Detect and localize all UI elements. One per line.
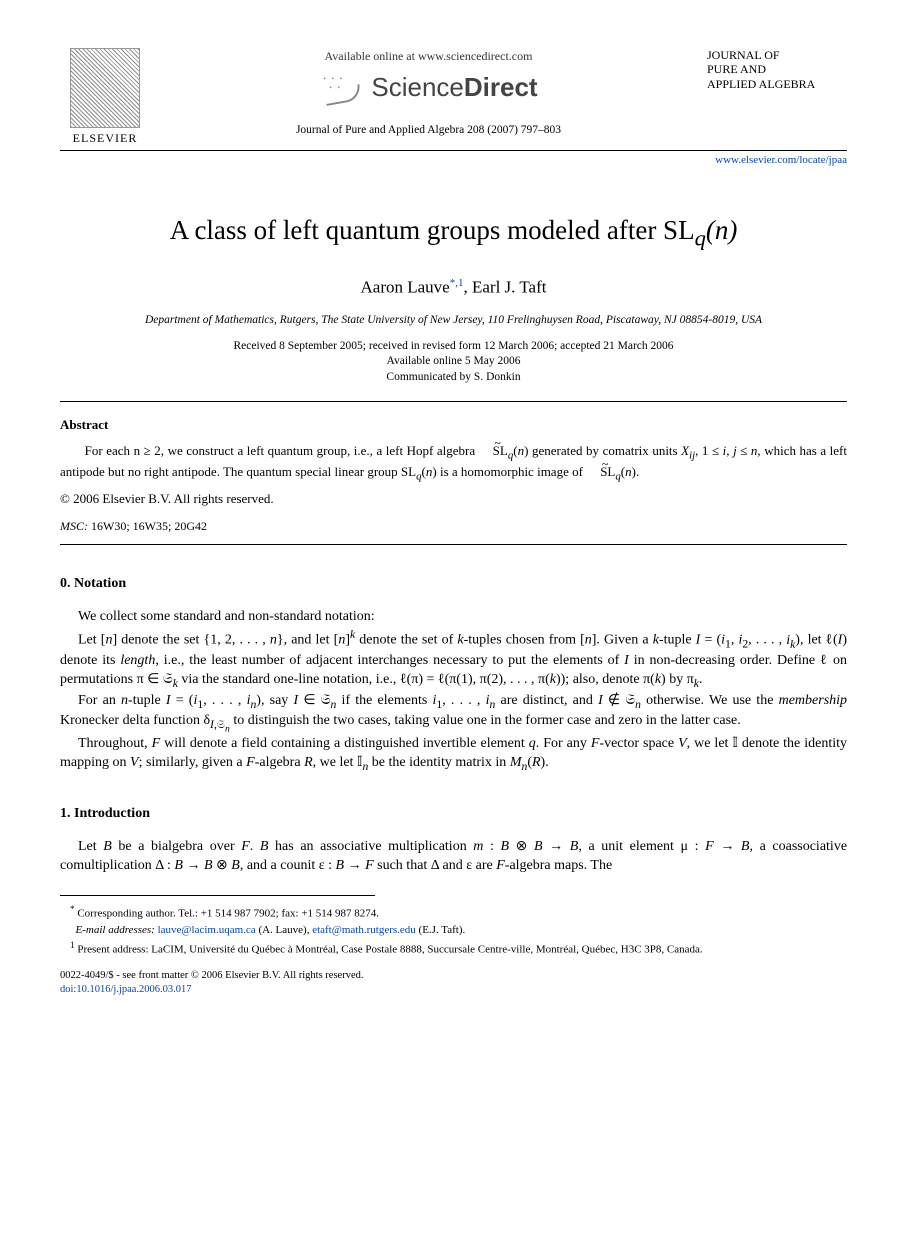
abstract-copyright: © 2006 Elsevier B.V. All rights reserved… <box>60 490 847 508</box>
section-0-heading: 0. Notation <box>60 575 847 594</box>
msc-label: MSC: <box>60 519 88 533</box>
msc-line: MSC: 16W30; 16W35; 20G42 <box>60 518 847 534</box>
publisher-logo-block: ELSEVIER <box>60 48 150 146</box>
abstract-top-rule <box>60 401 847 402</box>
front-matter-line: 0022-4049/$ - see front matter © 2006 El… <box>60 969 847 983</box>
author-1: Aaron Lauve <box>361 277 450 296</box>
journal-reference: Journal of Pure and Applied Algebra 208 … <box>160 123 697 139</box>
doi-line: doi:10.1016/j.jpaa.2006.03.017 <box>60 983 847 997</box>
sciencedirect-swoosh-icon: • • • • • <box>319 73 363 103</box>
email-link-1[interactable]: lauve@lacim.uqam.ca <box>158 924 256 936</box>
journal-name-line: APPLIED ALGEBRA <box>707 77 847 91</box>
journal-name-line: PURE AND <box>707 62 847 76</box>
abstract-heading: Abstract <box>60 416 847 434</box>
email-link-2[interactable]: etaft@math.rutgers.edu <box>312 924 416 936</box>
journal-name-line: JOURNAL OF <box>707 48 847 62</box>
abstract-body: For each n ≥ 2, we construct a left quan… <box>60 442 847 484</box>
locate-link-row: www.elsevier.com/locate/jpaa <box>60 153 847 168</box>
footnotes: * Corresponding author. Tel.: +1 514 987… <box>60 903 847 957</box>
footnote-emails: E-mail addresses: lauve@lacim.uqam.ca (A… <box>60 923 847 938</box>
section-1-body: Let B be a bialgebra over F. B has an as… <box>60 838 847 876</box>
affiliation: Department of Mathematics, Rutgers, The … <box>60 313 847 329</box>
paragraph: For an n-tuple I = (i1, . . . , in), say… <box>60 692 847 736</box>
abstract-bottom-rule <box>60 544 847 545</box>
sciencedirect-wordmark: ScienceDirect <box>371 70 537 105</box>
paragraph: We collect some standard and non-standar… <box>60 608 847 627</box>
sciencedirect-logo: • • • • • ScienceDirect <box>319 70 537 105</box>
dates-communicated: Communicated by S. Donkin <box>60 370 847 386</box>
title-subscript-q: q <box>695 225 706 250</box>
section-0-body: We collect some standard and non-standar… <box>60 608 847 775</box>
journal-title-block: JOURNAL OF PURE AND APPLIED ALGEBRA <box>707 48 847 91</box>
dates-received: Received 8 September 2005; received in r… <box>60 339 847 355</box>
author-corr-mark[interactable]: *,1 <box>450 277 464 289</box>
header-rule <box>60 150 847 151</box>
paragraph: Let [n] denote the set {1, 2, . . . , n}… <box>60 627 847 692</box>
footnote-present-address: 1 Present address: LaCIM, Université du … <box>60 939 847 958</box>
paragraph: Let B be a bialgebra over F. B has an as… <box>60 838 847 876</box>
publisher-name: ELSEVIER <box>60 130 150 146</box>
article-dates: Received 8 September 2005; received in r… <box>60 339 847 386</box>
article-title: A class of left quantum groups modeled a… <box>60 212 847 254</box>
paragraph: Throughout, F will denote a field contai… <box>60 735 847 774</box>
journal-locate-link[interactable]: www.elsevier.com/locate/jpaa <box>715 154 847 166</box>
elsevier-tree-icon <box>70 48 140 128</box>
msc-codes: 16W30; 16W35; 20G42 <box>88 519 207 533</box>
page-header: ELSEVIER Available online at www.science… <box>60 48 847 146</box>
authors-line: Aaron Lauve*,1, Earl J. Taft <box>60 276 847 300</box>
footnote-corresponding: * Corresponding author. Tel.: +1 514 987… <box>60 903 847 922</box>
author-sep: , <box>463 277 472 296</box>
title-arg-n: (n) <box>706 215 737 245</box>
doi-link[interactable]: doi:10.1016/j.jpaa.2006.03.017 <box>60 984 192 995</box>
title-main: A class of left quantum groups modeled a… <box>170 215 695 245</box>
footnote-rule <box>60 895 375 902</box>
author-2: Earl J. Taft <box>472 277 547 296</box>
dates-online: Available online 5 May 2006 <box>60 354 847 370</box>
header-center: Available online at www.sciencedirect.co… <box>150 48 707 139</box>
front-matter: 0022-4049/$ - see front matter © 2006 El… <box>60 969 847 996</box>
available-online-text: Available online at www.sciencedirect.co… <box>160 48 697 64</box>
section-1-heading: 1. Introduction <box>60 805 847 824</box>
